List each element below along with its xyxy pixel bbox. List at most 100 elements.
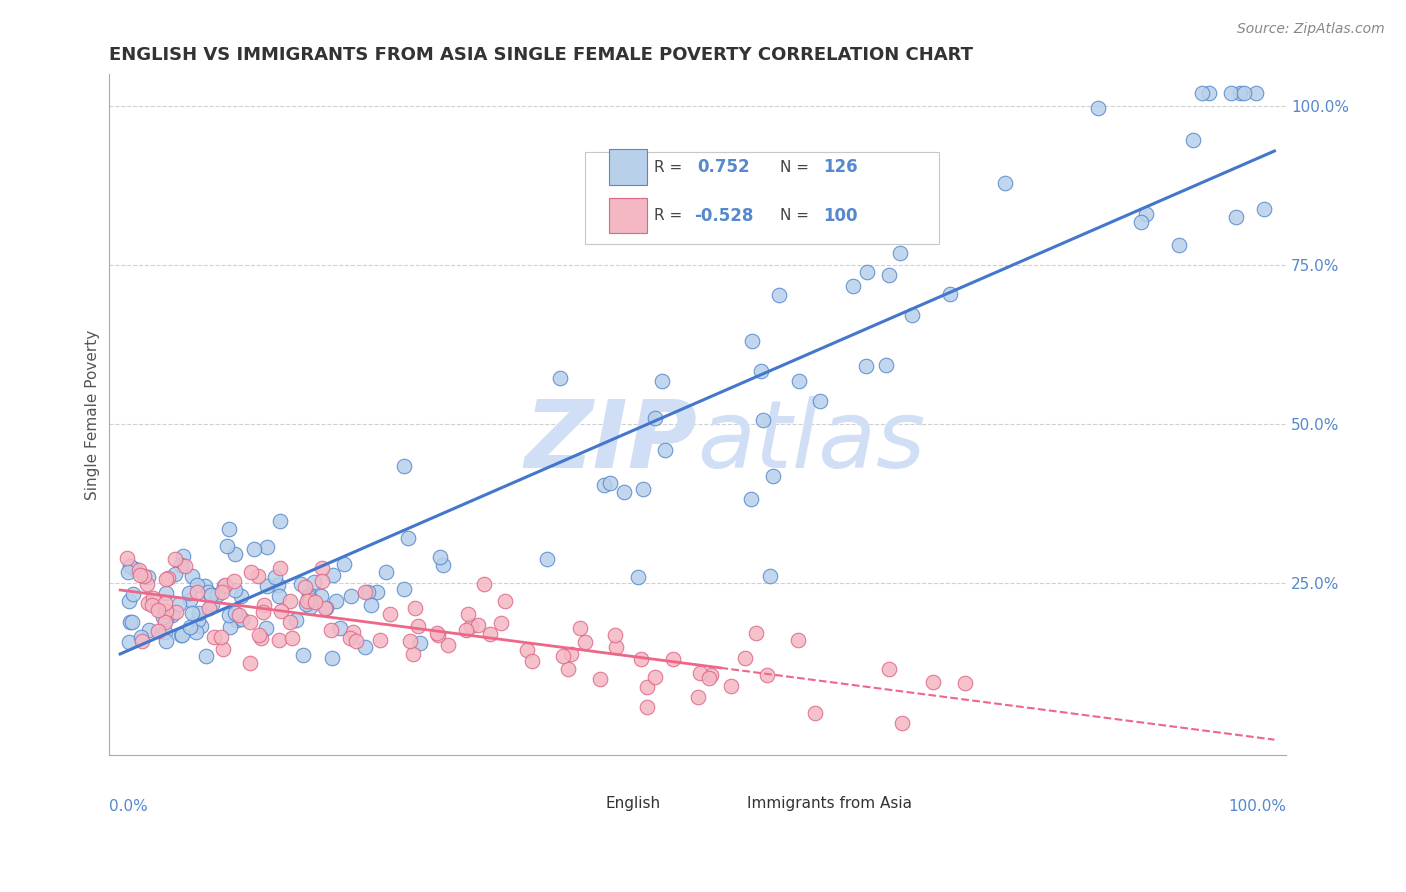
Point bbox=[225, 613, 247, 627]
Point bbox=[132, 569, 155, 583]
Point bbox=[333, 557, 356, 571]
Point bbox=[202, 630, 225, 644]
Point bbox=[720, 679, 742, 693]
Point bbox=[124, 562, 146, 576]
Point bbox=[254, 621, 277, 635]
Point bbox=[256, 541, 278, 555]
Text: Source: ZipAtlas.com: Source: ZipAtlas.com bbox=[1237, 22, 1385, 37]
Point bbox=[128, 568, 150, 582]
Point bbox=[165, 552, 187, 566]
Point bbox=[344, 633, 367, 648]
Point bbox=[118, 559, 141, 574]
Point bbox=[224, 547, 246, 561]
Point bbox=[380, 607, 402, 621]
Point bbox=[321, 651, 343, 665]
Point bbox=[224, 606, 246, 620]
Point bbox=[689, 666, 711, 681]
Point bbox=[118, 635, 141, 649]
Point bbox=[228, 607, 250, 622]
Point bbox=[128, 563, 150, 577]
Point bbox=[761, 468, 783, 483]
Text: N =: N = bbox=[780, 160, 808, 175]
Point bbox=[1244, 86, 1267, 100]
Point bbox=[222, 574, 245, 588]
Point bbox=[516, 642, 538, 657]
Y-axis label: Single Female Poverty: Single Female Poverty bbox=[86, 329, 100, 500]
Point bbox=[402, 648, 425, 662]
Point bbox=[560, 647, 582, 661]
Point bbox=[686, 690, 709, 704]
Point bbox=[633, 483, 655, 497]
Point bbox=[406, 618, 429, 632]
Point bbox=[636, 681, 658, 695]
Point bbox=[787, 633, 810, 648]
Point bbox=[165, 606, 187, 620]
Point bbox=[1129, 215, 1152, 229]
Point bbox=[211, 642, 233, 657]
Text: ENGLISH VS IMMIGRANTS FROM ASIA SINGLE FEMALE POVERTY CORRELATION CHART: ENGLISH VS IMMIGRANTS FROM ASIA SINGLE F… bbox=[108, 46, 973, 64]
Text: -0.528: -0.528 bbox=[693, 207, 754, 225]
Point bbox=[877, 268, 900, 283]
Text: ZIP: ZIP bbox=[524, 396, 697, 488]
Point bbox=[155, 634, 177, 648]
Point bbox=[219, 619, 242, 633]
Text: R =: R = bbox=[654, 208, 682, 223]
Point bbox=[165, 566, 187, 581]
Point bbox=[270, 604, 292, 618]
Point bbox=[627, 570, 650, 584]
Point bbox=[550, 371, 572, 385]
Point bbox=[156, 571, 179, 585]
Point bbox=[187, 613, 209, 627]
Point bbox=[630, 652, 652, 666]
Point bbox=[304, 574, 326, 589]
Point bbox=[253, 598, 276, 612]
Point bbox=[644, 410, 666, 425]
Point bbox=[599, 476, 621, 491]
Point bbox=[745, 625, 768, 640]
Point bbox=[404, 601, 426, 615]
Point bbox=[224, 582, 246, 597]
Point bbox=[311, 561, 333, 575]
Point bbox=[299, 600, 322, 615]
Point bbox=[121, 615, 143, 629]
Point bbox=[593, 478, 616, 492]
Point bbox=[160, 607, 183, 622]
FancyBboxPatch shape bbox=[585, 153, 939, 244]
Point bbox=[654, 442, 676, 457]
Point bbox=[1220, 86, 1243, 100]
Point bbox=[117, 565, 139, 579]
Point bbox=[181, 568, 204, 582]
Point bbox=[148, 624, 170, 639]
Point bbox=[184, 625, 207, 640]
Point bbox=[290, 577, 312, 591]
Point bbox=[295, 593, 318, 607]
Point bbox=[922, 674, 945, 689]
Point bbox=[209, 630, 232, 644]
Point bbox=[322, 568, 344, 582]
Point bbox=[1135, 207, 1157, 221]
Point bbox=[169, 597, 191, 611]
Point bbox=[172, 628, 194, 642]
Point bbox=[136, 596, 159, 610]
Point bbox=[889, 245, 911, 260]
Point bbox=[354, 640, 377, 654]
Point bbox=[195, 648, 218, 663]
Point bbox=[436, 638, 458, 652]
Point bbox=[311, 574, 333, 589]
Point bbox=[136, 570, 159, 584]
Point bbox=[243, 542, 266, 557]
Point bbox=[409, 636, 432, 650]
Point bbox=[938, 286, 960, 301]
Text: atlas: atlas bbox=[697, 396, 925, 487]
Point bbox=[603, 628, 626, 642]
Point bbox=[426, 626, 449, 640]
Point bbox=[613, 485, 636, 500]
Point bbox=[752, 412, 775, 426]
Point bbox=[153, 596, 176, 610]
Point bbox=[294, 598, 316, 612]
Point bbox=[454, 623, 477, 637]
Point bbox=[1198, 86, 1220, 100]
Point bbox=[181, 606, 204, 620]
Point bbox=[1225, 211, 1247, 225]
Point bbox=[1191, 86, 1213, 100]
